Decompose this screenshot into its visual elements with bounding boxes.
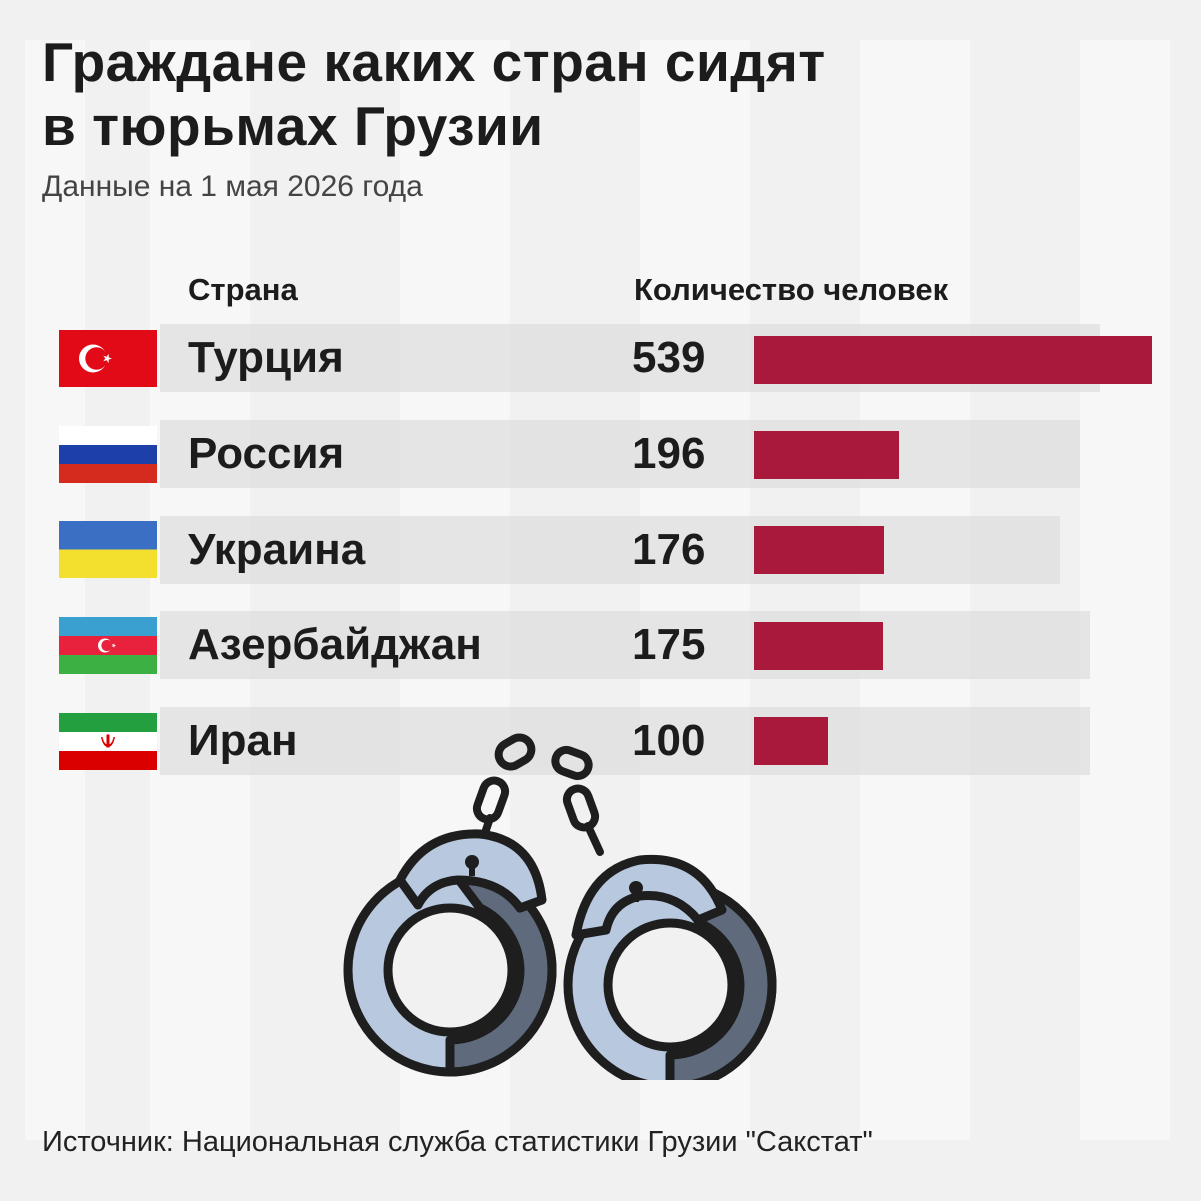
row-band [160, 707, 1090, 775]
bar [754, 336, 1152, 384]
turkey-flag-icon [59, 330, 157, 387]
chart-title: Граждане каких стран сидят в тюрьмах Гру… [42, 30, 1142, 158]
russia-flag-icon [59, 426, 157, 483]
category-label: Украина [188, 525, 366, 574]
background-stripe [1080, 40, 1170, 1140]
data-label: 196 [632, 429, 706, 478]
row-band [160, 516, 1060, 584]
azerbaijan-flag-icon [59, 617, 157, 674]
data-label: 176 [632, 525, 706, 574]
background-stripe [860, 40, 970, 1140]
bar [754, 717, 828, 765]
column-header-count: Количество человек [634, 272, 949, 307]
column-header-country: Страна [188, 272, 298, 307]
data-label: 175 [632, 620, 706, 669]
row-band [160, 611, 1090, 679]
background-stripe [25, 40, 85, 1140]
source-note: Источник: Национальная служба статистики… [42, 1126, 873, 1158]
iran-flag-icon [59, 713, 157, 770]
ukraine-flag-icon [59, 521, 157, 578]
bar [754, 431, 899, 479]
category-label: Азербайджан [188, 620, 482, 669]
background-stripe [150, 40, 250, 1140]
data-label: 100 [632, 716, 706, 765]
category-label: Россия [188, 429, 345, 478]
data-label: 539 [632, 333, 706, 382]
title-line-2: в тюрьмах Грузии [42, 95, 544, 157]
handcuffs-icon [343, 733, 777, 1080]
bar [754, 622, 883, 670]
bar [754, 526, 884, 574]
title-line-1: Граждане каких стран сидят [42, 31, 826, 93]
category-label: Иран [188, 716, 298, 765]
row-band [160, 420, 1080, 488]
chart-subtitle: Данные на 1 мая 2026 года [42, 170, 423, 203]
category-label: Турция [188, 333, 344, 382]
